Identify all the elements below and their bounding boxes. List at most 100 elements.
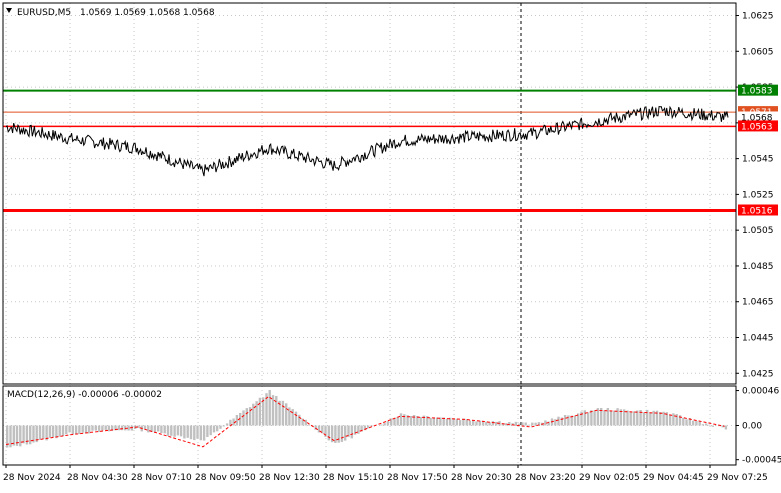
macd-histogram-bar [400,413,402,425]
macd-histogram-bar [167,426,169,436]
macd-y-tick-label: 0.00046 [742,387,779,397]
macd-histogram-bar [567,415,569,425]
macd-histogram-bar [180,426,182,437]
macd-histogram-bar [68,426,70,433]
macd-histogram-bar [593,410,595,425]
macd-histogram-bar [78,426,80,435]
macd-histogram-bar [334,426,336,444]
macd-histogram-bar [708,425,710,426]
macd-histogram-bar [295,412,297,426]
macd-histogram-bar [410,416,412,426]
x-tick-label: 28 Nov 04:30 [67,473,128,483]
macd-histogram-bar [101,426,103,431]
macd-histogram-bar [702,424,704,425]
macd-histogram-bar [39,426,41,440]
ohlc-values: 1.0569 1.0569 1.0568 1.0568 [80,8,215,18]
macd-histogram-bar [252,404,254,426]
macd-histogram-bar [292,409,294,425]
x-tick-label: 28 Nov 12:30 [259,473,320,483]
macd-histogram-bar [495,422,497,426]
macd-histogram-bar [259,398,261,426]
level-tag-label: 1.0516 [741,206,773,216]
macd-histogram-bar [626,411,628,426]
macd-histogram-bar [613,411,615,426]
macd-histogram-bar [525,423,527,426]
macd-histogram-bar [236,415,238,426]
y-tick-label: 1.0425 [742,369,774,379]
macd-histogram-bar [19,426,21,447]
y-tick-label: 1.0485 [742,262,774,272]
macd-histogram-bar [164,426,166,434]
macd-histogram-bar [219,426,221,429]
macd-histogram-bar [49,426,51,438]
macd-y-tick-label: 0.00 [742,422,762,432]
macd-histogram-bar [643,412,645,425]
macd-histogram-bar [659,412,661,426]
macd-histogram-bar [269,390,271,426]
macd-histogram-bar [452,419,454,426]
macd-histogram-bar [242,410,244,425]
macd-histogram-bar [170,426,172,436]
macd-histogram-bar [308,425,310,426]
macd-histogram-bar [367,426,369,429]
macd-histogram-bar [272,395,274,425]
macd-histogram-bar [699,422,701,426]
macd-histogram-bar [344,426,346,441]
macd-histogram-bar [105,426,107,430]
macd-histogram-bar [472,421,474,426]
macd-histogram-bar [436,418,438,426]
macd-histogram-bar [354,426,356,435]
y-tick-label: 1.0545 [742,155,774,165]
macd-histogram-bar [157,426,159,432]
macd-histogram-bar [725,426,727,430]
y-tick-label: 1.0525 [742,190,774,200]
macd-histogram-bar [216,426,218,432]
macd-histogram-bar [154,426,156,433]
macd-histogram-bar [193,426,195,441]
macd-histogram-bar [298,415,300,426]
x-tick-label: 28 Nov 07:10 [131,473,192,483]
macd-histogram-bar [275,396,277,426]
x-tick-label: 29 Nov 07:25 [707,473,768,483]
macd-histogram-bar [88,426,90,434]
macd-histogram-bar [584,410,586,425]
macd-histogram-bar [183,426,185,439]
macd-histogram-bar [475,422,477,426]
macd-histogram-bar [603,410,605,425]
macd-histogram-bar [649,413,651,426]
y-tick-label: 1.0625 [742,12,774,22]
macd-histogram-bar [52,426,54,438]
macd-histogram-bar [446,419,448,426]
macd-histogram-bar [528,425,530,426]
macd-histogram-bar [121,426,123,431]
macd-histogram-bar [190,426,192,440]
macd-histogram-bar [574,416,576,426]
symbol-label: EURUSD,M5 [17,8,71,18]
macd-histogram-bar [393,418,395,425]
macd-histogram-bar [531,423,533,426]
x-tick-label: 28 Nov 20:30 [451,473,512,483]
macd-histogram-bar [433,418,435,426]
macd-histogram-bar [630,412,632,426]
macd-histogram-bar [255,401,257,425]
macd-histogram-bar [459,420,461,425]
macd-histogram-bar [203,426,205,441]
y-tick-label: 1.0605 [742,47,774,57]
macd-histogram-bar [95,426,97,431]
macd-histogram-bar [672,413,674,425]
macd-histogram-bar [669,415,671,426]
macd-histogram-bar [338,426,340,443]
macd-histogram-bar [173,426,175,437]
macd-histogram-bar [108,426,110,432]
level-tag-label: 1.0583 [741,87,773,97]
macd-histogram-bar [160,426,162,434]
macd-histogram-bar [223,426,225,427]
macd-histogram-bar [232,419,234,426]
macd-histogram-bar [144,426,146,430]
macd-histogram-bar [213,426,215,433]
macd-histogram-bar [492,421,494,425]
x-tick-label: 29 Nov 04:45 [643,473,704,483]
macd-histogram-bar [82,426,84,433]
